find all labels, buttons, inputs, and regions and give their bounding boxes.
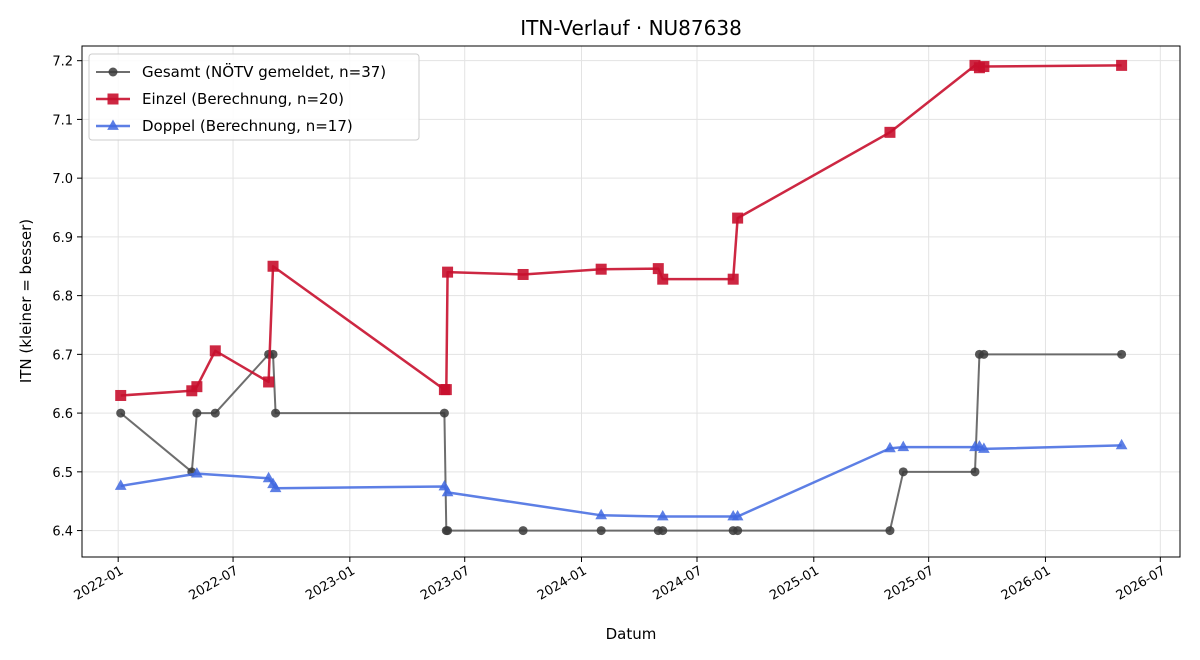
y-axis-label: ITN (kleiner = besser): [17, 219, 35, 383]
x-tick-label: 2026-07: [1114, 563, 1169, 603]
legend-marker: [108, 67, 118, 77]
data-point: [442, 266, 454, 278]
data-point: [116, 408, 126, 418]
y-tick-label: 6.5: [52, 466, 73, 481]
legend-item: Doppel (Berechnung, n=17): [96, 117, 353, 135]
data-point: [731, 509, 744, 521]
data-point: [658, 526, 668, 536]
legend-label: Einzel (Berechnung, n=20): [142, 90, 344, 108]
data-point: [271, 408, 281, 418]
data-point: [897, 440, 910, 452]
series-triangle: [114, 438, 1128, 521]
chart-title: ITN-Verlauf · NU87638: [520, 16, 742, 40]
legend-box: [88, 53, 420, 141]
legend-label: Gesamt (NÖTV gemeldet, n=37): [142, 62, 386, 81]
data-point: [439, 408, 449, 418]
data-point: [656, 509, 669, 521]
legend-item: Gesamt (NÖTV gemeldet, n=37): [96, 62, 386, 81]
x-tick-label: 2023-01: [303, 563, 358, 603]
y-tick-label: 6.4: [52, 525, 73, 540]
data-point: [978, 61, 990, 73]
data-point: [209, 345, 221, 357]
series-square: [115, 59, 1128, 401]
plot-frame: [81, 45, 1181, 558]
data-point: [518, 526, 528, 536]
legend: Gesamt (NÖTV gemeldet, n=37) Einzel (Bere…: [88, 53, 420, 141]
y-tick-label: 7.0: [52, 172, 73, 187]
data-point: [263, 376, 275, 388]
legend-label: Doppel (Berechnung, n=17): [142, 117, 353, 135]
legend-marker: [107, 93, 119, 105]
data-point: [595, 263, 607, 275]
data-point: [970, 467, 980, 477]
data-point: [979, 349, 989, 359]
data-point: [652, 263, 664, 275]
data-point: [657, 273, 669, 285]
x-tick-label: 2024-01: [535, 563, 590, 603]
data-point: [192, 408, 202, 418]
y-tick-label: 7.2: [52, 55, 73, 70]
x-axis: 2022-01 2022-07 2023-01 2023-07 2024-01 2024-…: [72, 557, 1169, 604]
data-point: [441, 485, 454, 497]
y-tick-label: 6.7: [52, 348, 73, 363]
series-line: [120, 353, 1122, 532]
data-point: [884, 126, 896, 138]
data-point: [191, 467, 203, 478]
x-tick-label: 2026-01: [999, 563, 1054, 603]
data-point: [269, 481, 282, 493]
data-point: [1115, 438, 1128, 450]
x-tick-label: 2022-07: [187, 563, 242, 603]
data-point: [1117, 349, 1127, 359]
x-tick-label: 2022-01: [72, 563, 127, 603]
data-point: [978, 442, 990, 453]
data-point: [517, 268, 529, 280]
data-point: [191, 381, 203, 393]
y-tick-label: 7.1: [52, 113, 73, 128]
data-point: [884, 441, 896, 453]
x-axis-label: Datum: [606, 625, 657, 643]
data-point: [898, 467, 908, 477]
data-point: [733, 526, 743, 536]
data-point: [596, 526, 606, 536]
data-point: [262, 471, 275, 483]
y-tick-label: 6.9: [52, 231, 73, 246]
data-point: [595, 508, 608, 520]
x-tick-label: 2024-07: [650, 563, 705, 603]
x-tick-label: 2023-07: [418, 563, 473, 603]
data-point: [732, 212, 744, 224]
data-point: [885, 526, 895, 536]
y-axis: 6.4 6.5 6.6 6.7 6.8 6.9 7.0 7.1 7.2: [52, 55, 82, 540]
data-point: [210, 408, 220, 418]
legend-item: Einzel (Berechnung, n=20): [96, 90, 344, 108]
x-tick-label: 2025-07: [882, 563, 937, 603]
y-tick-label: 6.8: [52, 290, 73, 305]
data-point: [115, 389, 127, 401]
data-point: [727, 273, 739, 285]
data-point: [443, 526, 453, 536]
x-tick-label: 2025-01: [767, 563, 822, 603]
data-point: [440, 384, 452, 396]
legend-marker: [107, 119, 119, 130]
series-line: [120, 64, 1122, 397]
series-layer: [114, 59, 1128, 536]
y-tick-label: 6.6: [52, 407, 73, 422]
data-point: [1116, 59, 1128, 71]
data-point: [267, 260, 279, 272]
data-point: [114, 479, 127, 490]
